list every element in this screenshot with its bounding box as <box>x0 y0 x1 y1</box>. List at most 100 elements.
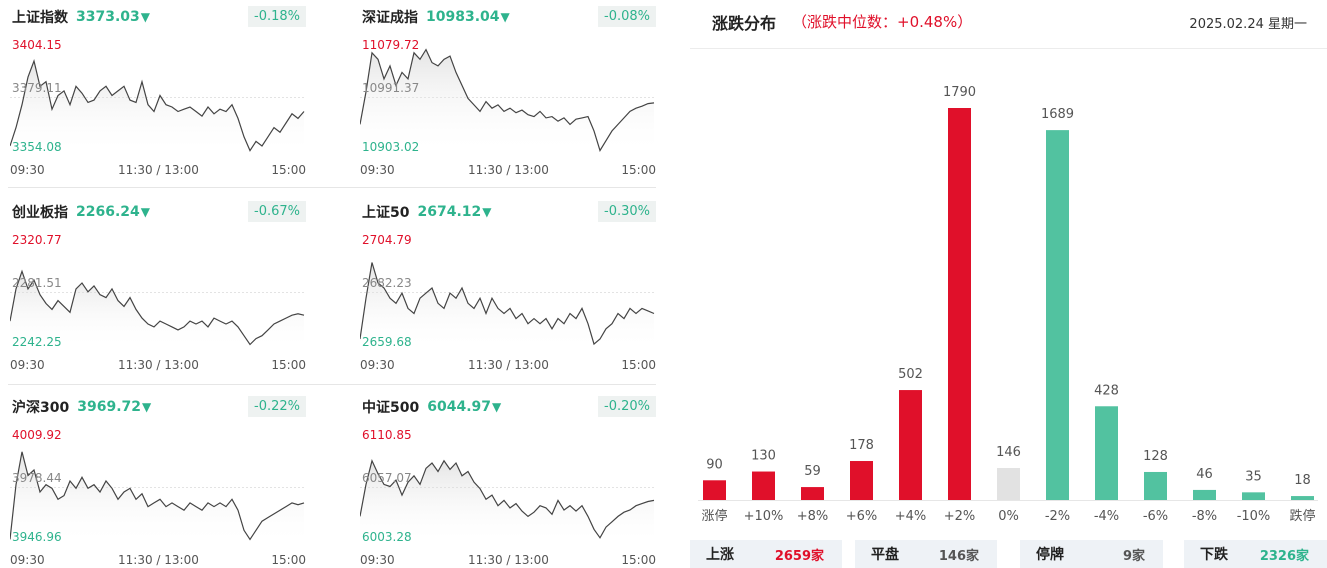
sparkline-line <box>10 269 305 346</box>
time-close-label: 15:00 <box>271 358 306 372</box>
bar-category-label: +6% <box>846 509 878 524</box>
sparkline-line <box>360 262 655 346</box>
time-open-label: 09:30 <box>10 358 45 372</box>
distribution-bar <box>948 108 971 500</box>
summary-cell[interactable]: 上涨 2659家 <box>690 540 842 568</box>
time-close-label: 15:00 <box>271 553 306 567</box>
low-label: 10903.02 <box>362 140 420 154</box>
bar-value-label: 502 <box>898 367 923 382</box>
index-card[interactable]: 上证50 2674.12 ▼ -0.30% 2704.79 2682.23 2659.68 0… <box>350 195 660 385</box>
down-arrow-icon: ▼ <box>140 10 150 24</box>
bar-value-label: 59 <box>804 464 821 479</box>
distribution-bar <box>1144 471 1167 500</box>
index-name: 深证成指 <box>362 10 418 26</box>
sparkline-area <box>360 262 654 350</box>
index-name: 沪深300 <box>12 400 70 416</box>
prev-close-label: 3379.11 <box>12 81 62 95</box>
distribution-bar-chart: 90 涨停 130 +10% 59 +8% 178 +6% 502 +4% 1790 +2% 146 0%… <box>701 85 1315 524</box>
bar-value-label: 128 <box>1143 449 1168 464</box>
index-header: 深证成指 10983.04 ▼ <box>362 6 510 28</box>
distribution-title: 涨跌分布 <box>712 14 777 33</box>
index-price: 10983.04 <box>426 9 500 25</box>
time-close-label: 15:00 <box>621 358 656 372</box>
time-midday-label: 11:30 / 13:00 <box>468 163 549 177</box>
index-change-badge: -0.67% <box>248 201 306 222</box>
bar-category-label: 0% <box>998 509 1019 524</box>
time-midday-label: 11:30 / 13:00 <box>118 163 199 177</box>
index-price: 6044.97 <box>427 399 491 415</box>
intraday-sparkline <box>10 451 306 545</box>
down-arrow-icon: ▼ <box>140 205 150 219</box>
bar-value-label: 146 <box>996 445 1021 460</box>
index-header: 沪深300 3969.72 ▼ <box>12 396 151 418</box>
index-header: 上证50 2674.12 ▼ <box>362 201 491 223</box>
sparkline-area <box>10 61 304 155</box>
summary-cell[interactable]: 下跌 2326家 <box>1184 540 1327 568</box>
time-open-label: 09:30 <box>360 553 395 567</box>
distribution-bar <box>1291 496 1314 500</box>
index-change-badge: -0.22% <box>248 396 306 417</box>
high-label: 3404.15 <box>12 38 62 52</box>
index-price: 2266.24 <box>76 204 140 220</box>
index-price: 3373.03 <box>76 9 140 25</box>
distribution-bar <box>997 468 1020 500</box>
index-price: 3969.72 <box>77 399 141 415</box>
header-divider <box>690 48 1327 49</box>
distribution-bar <box>752 471 775 500</box>
sparkline-area <box>10 451 304 545</box>
index-change-badge: -0.18% <box>248 6 306 27</box>
row-divider <box>8 187 656 188</box>
summary-count: 146家 <box>938 548 979 564</box>
index-card[interactable]: 深证成指 10983.04 ▼ -0.08% 11079.72 10991.37 10903… <box>350 0 660 190</box>
index-price: 2674.12 <box>417 204 482 220</box>
distribution-bar <box>850 461 873 500</box>
time-close-label: 15:00 <box>621 553 656 567</box>
index-grid: 上证指数 3373.03 ▼ -0.18% 3404.15 3379.11 3354.08 0… <box>0 0 660 568</box>
index-card[interactable]: 中证500 6044.97 ▼ -0.20% 6110.85 6057.07 6003.28… <box>350 390 660 568</box>
prev-close-label: 2682.23 <box>362 276 412 290</box>
bar-category-label: -8% <box>1192 509 1217 524</box>
summary-label: 停牌 <box>1036 547 1064 563</box>
distribution-bar <box>703 480 726 500</box>
index-name: 上证指数 <box>12 10 68 26</box>
intraday-sparkline <box>360 262 656 350</box>
down-arrow-icon: ▼ <box>482 205 492 219</box>
bar-category-label: -2% <box>1045 509 1070 524</box>
bar-category-label: +10% <box>744 509 784 524</box>
row-divider <box>8 384 656 385</box>
time-close-label: 15:00 <box>271 163 306 177</box>
prev-close-label: 2281.51 <box>12 276 62 290</box>
summary-cell[interactable]: 平盘 146家 <box>855 540 997 568</box>
intraday-sparkline <box>360 48 656 155</box>
index-name: 中证500 <box>362 400 420 416</box>
high-label: 2704.79 <box>362 233 412 247</box>
time-midday-label: 11:30 / 13:00 <box>118 553 199 567</box>
bar-category-label: +8% <box>797 509 829 524</box>
bar-value-label: 428 <box>1094 383 1119 398</box>
index-header: 创业板指 2266.24 ▼ <box>12 201 150 223</box>
summary-count: 9家 <box>1122 548 1145 564</box>
distribution-bar <box>1046 130 1069 500</box>
summary-cell[interactable]: 停牌 9家 <box>1020 540 1163 568</box>
sparkline-area <box>360 49 654 155</box>
intraday-sparkline <box>10 269 306 350</box>
high-label: 6110.85 <box>362 428 412 442</box>
index-card[interactable]: 创业板指 2266.24 ▼ -0.67% 2320.77 2281.51 2242.25 0… <box>0 195 310 385</box>
prev-close-label: 6057.07 <box>362 471 412 485</box>
sparkline-line <box>360 459 655 539</box>
index-card[interactable]: 沪深300 3969.72 ▼ -0.22% 4009.92 3978.44 3946.96… <box>0 390 310 568</box>
down-arrow-icon: ▼ <box>492 400 502 414</box>
summary-count: 2659家 <box>774 548 824 564</box>
median-change: （涨跌中位数：+0.48%） <box>792 13 973 31</box>
bar-value-label: 90 <box>706 457 723 472</box>
time-midday-label: 11:30 / 13:00 <box>468 553 549 567</box>
bar-value-label: 130 <box>751 449 776 464</box>
bar-category-label: 涨停 <box>701 508 727 524</box>
low-label: 3354.08 <box>12 140 62 154</box>
prev-close-label: 10991.37 <box>362 81 420 95</box>
index-change-badge: -0.30% <box>598 201 656 222</box>
bar-value-label: 178 <box>849 438 874 453</box>
summary-label: 上涨 <box>706 547 734 563</box>
trade-date: 2025.02.24 星期一 <box>1189 17 1307 32</box>
index-card[interactable]: 上证指数 3373.03 ▼ -0.18% 3404.15 3379.11 3354.08 0… <box>0 0 310 190</box>
